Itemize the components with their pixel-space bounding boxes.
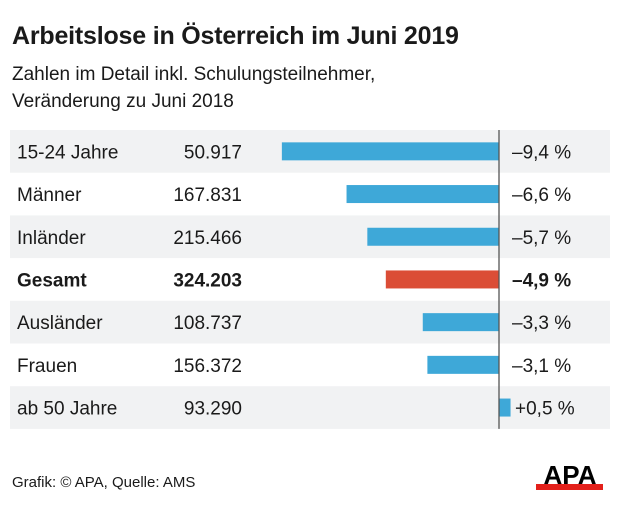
category-label: ab 50 Jahre [17, 399, 117, 420]
row-background [10, 300, 610, 344]
count-label: 108.737 [173, 313, 242, 334]
bar [367, 227, 499, 246]
value-label: –5,7 % [512, 228, 571, 249]
count-label: 215.466 [173, 228, 242, 249]
apa-logo: APA [536, 462, 603, 490]
value-label: –3,3 % [512, 313, 571, 334]
value-label: +0,5 % [515, 399, 575, 420]
count-label: 324.203 [173, 270, 242, 291]
category-label: Gesamt [17, 270, 87, 291]
row-background [10, 215, 610, 259]
category-label: Ausländer [17, 313, 103, 334]
bar [385, 270, 499, 289]
bar [422, 313, 499, 332]
chart-title: Arbeitslose in Österreich im Juni 2019 [12, 22, 459, 50]
value-label: –4,9 % [512, 270, 571, 291]
count-label: 93.290 [184, 399, 242, 420]
chart-subtitle-line-2: Veränderung zu Juni 2018 [12, 91, 234, 112]
count-label: 167.831 [173, 185, 242, 206]
value-label: –6,6 % [512, 185, 571, 206]
category-label: Frauen [17, 356, 77, 377]
count-label: 156.372 [173, 356, 242, 377]
category-label: Inländer [17, 228, 86, 249]
bar [499, 398, 511, 417]
bar [427, 355, 499, 374]
value-label: –3,1 % [512, 356, 571, 377]
bar [281, 142, 499, 161]
bar [346, 185, 499, 204]
category-label: 15-24 Jahre [17, 142, 118, 163]
category-label: Männer [17, 185, 82, 206]
source-credit: Grafik: © APA, Quelle: AMS [12, 474, 196, 491]
value-label: –9,4 % [512, 142, 571, 163]
chart-subtitle-line-1: Zahlen im Detail inkl. Schulungsteilnehm… [12, 64, 376, 85]
bar-chart: 15-24 Jahre 50.917 –9,4 % Männer 167.831 –6,6… [10, 130, 610, 429]
count-label: 50.917 [184, 142, 242, 163]
